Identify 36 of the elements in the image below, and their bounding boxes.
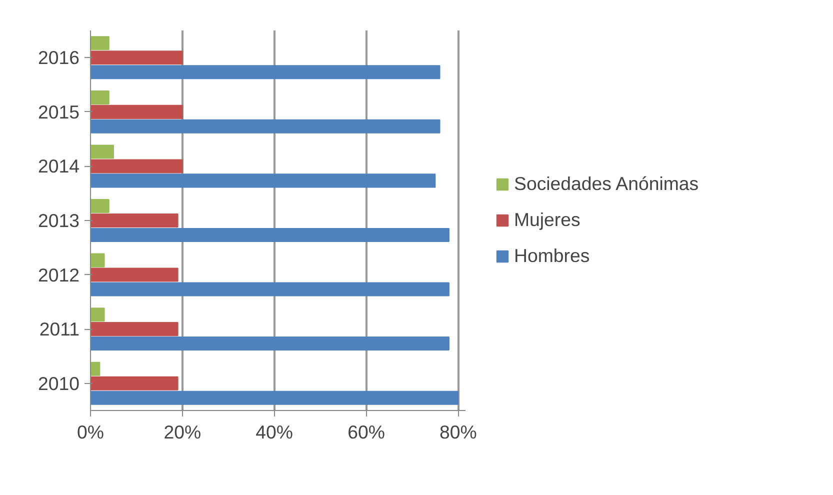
y-tick-label: 2015 (38, 101, 80, 122)
bar (90, 174, 436, 188)
bar (90, 282, 450, 296)
bar (90, 376, 178, 390)
bar (90, 268, 178, 282)
bar (90, 213, 178, 228)
bar (90, 90, 110, 104)
y-tick-label: 2016 (38, 47, 80, 68)
x-tick-label: 0% (77, 422, 104, 442)
bar (90, 308, 105, 322)
x-tick-label: 20% (164, 422, 202, 442)
bar (90, 322, 178, 336)
bar (90, 159, 183, 174)
bar (90, 336, 450, 351)
bar (90, 362, 100, 376)
bar (90, 253, 105, 268)
x-tick-label: 80% (439, 422, 477, 442)
x-tick-label: 60% (348, 422, 385, 442)
y-tick-label: 2013 (38, 210, 80, 231)
y-tick-label: 2011 (39, 318, 80, 340)
legend-label: Sociedades Anónimas (514, 173, 699, 195)
bar (90, 390, 459, 405)
y-tick-label: 2014 (38, 156, 80, 177)
bar (90, 119, 440, 134)
y-tick-label: 2010 (38, 372, 80, 394)
legend-label: Hombres (514, 245, 590, 267)
bar (90, 228, 450, 242)
x-tick-label: 40% (256, 422, 293, 442)
bar (90, 36, 110, 50)
bar (90, 199, 110, 214)
bar (90, 65, 440, 80)
y-tick-label: 2012 (38, 264, 80, 286)
legend-label: Mujeres (514, 209, 580, 231)
bar (90, 144, 114, 159)
bar (90, 104, 183, 119)
bar (90, 50, 183, 65)
